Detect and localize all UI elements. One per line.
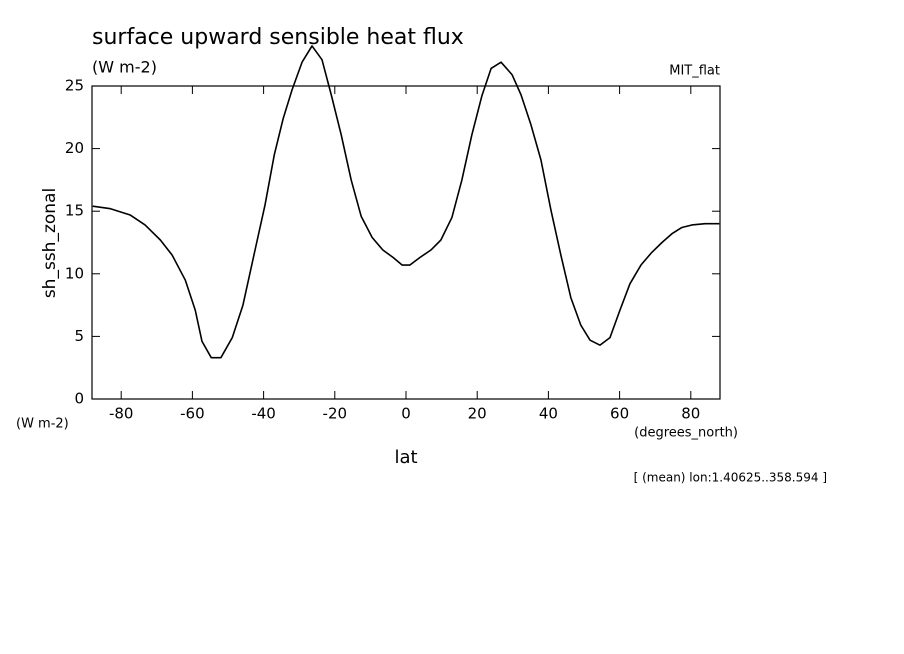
x-tick-label: 40 [539, 405, 558, 423]
x-tick-label: 0 [401, 405, 411, 423]
x-tick-label: 20 [468, 405, 487, 423]
y-tick-label: 5 [74, 327, 84, 345]
note: [ (mean) lon:1.40625..358.594 ] [634, 471, 827, 485]
x-axis-label: lat [394, 447, 417, 468]
y-tick-label: 15 [65, 202, 84, 220]
x-tick-label: -40 [251, 405, 276, 423]
y-axis-label: sh_ssh_zonal [40, 188, 60, 298]
y-units: (W m-2) [16, 417, 69, 432]
y-tick-label: 25 [65, 77, 84, 95]
x-tick-label: -60 [180, 405, 205, 423]
x-tick-label: 60 [610, 405, 629, 423]
x-tick-label: -20 [323, 405, 348, 423]
plot-frame [91, 85, 721, 400]
y-tick-label: 10 [65, 264, 84, 282]
y-tick-label: 20 [65, 139, 84, 157]
y-tick-label: 0 [74, 390, 84, 408]
x-tick-label: -80 [109, 405, 134, 423]
line-series [92, 45, 720, 359]
x-units: (degrees_north) [634, 426, 738, 441]
chart-subtitle: (W m-2) [92, 58, 157, 77]
x-tick-label: 80 [681, 405, 700, 423]
annotation: MIT_flat [669, 64, 720, 79]
chart-title: surface upward sensible heat flux [92, 25, 464, 50]
